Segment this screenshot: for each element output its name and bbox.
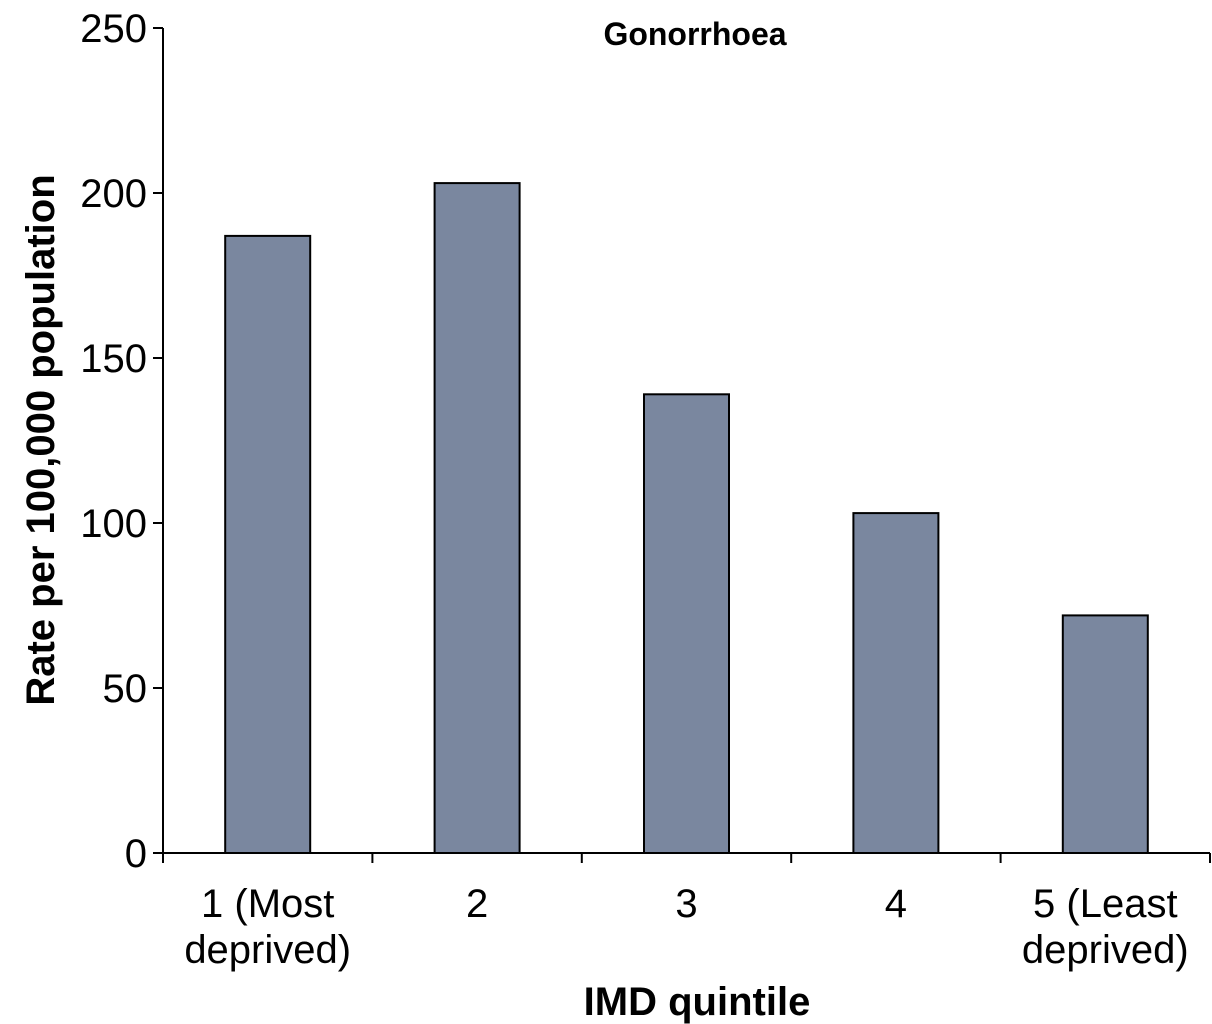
bar — [1061, 614, 1149, 855]
y-tick-label: 150 — [80, 337, 147, 381]
bars-group — [224, 182, 1149, 855]
x-tick-label: 4 — [885, 882, 907, 926]
bar — [433, 182, 521, 855]
x-tick-label: 1 (Most deprived) — [184, 882, 351, 972]
x-ticks-group: 1 (Most deprived) 2 3 4 5 (Least deprived) — [162, 853, 1211, 972]
bar — [643, 393, 730, 854]
x-tick-label: 5 (Least deprived) — [1022, 882, 1189, 972]
y-tick-label: 250 — [80, 7, 147, 51]
y-tick-label: 50 — [103, 667, 148, 711]
x-tick-label: 3 — [675, 882, 697, 926]
y-tick-label: 0 — [125, 832, 147, 876]
bar — [224, 234, 312, 854]
chart-title: Gonorrhoea — [603, 16, 786, 52]
y-axis-title: Rate per 100,000 population — [19, 174, 63, 705]
y-tick-label: 100 — [80, 502, 147, 546]
bar — [852, 512, 940, 854]
y-ticks-group: 0 50 100 150 200 250 — [80, 7, 163, 876]
y-tick-label: 200 — [80, 172, 147, 216]
x-axis-title: IMD quintile — [584, 980, 811, 1024]
x-tick-label: 2 — [466, 882, 488, 926]
